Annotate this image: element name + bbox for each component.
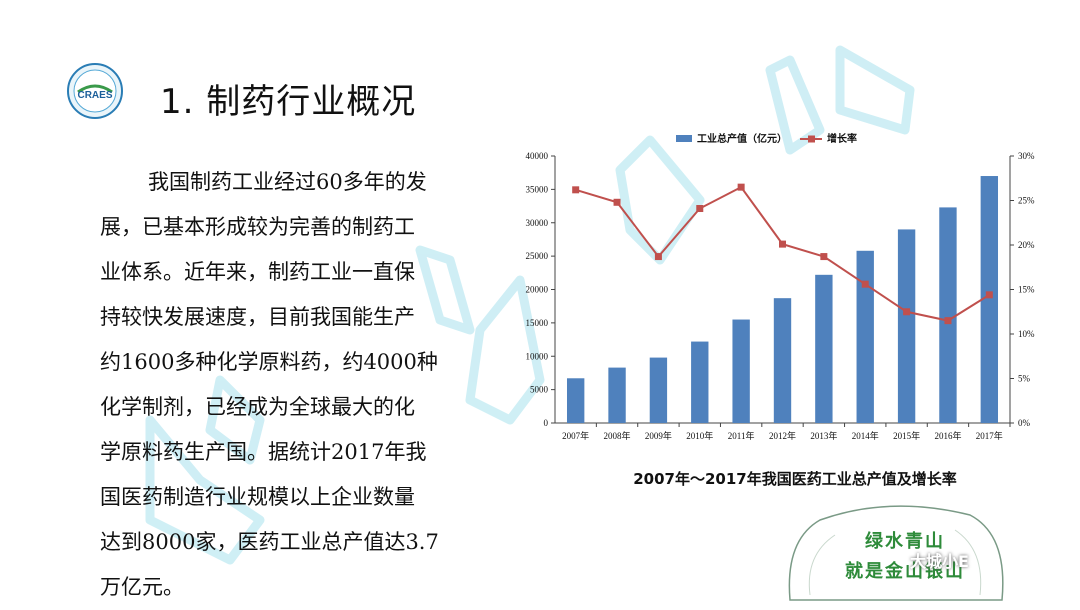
legend-line-label: 增长率 (827, 132, 857, 145)
growth-rate-point (613, 198, 621, 206)
bar (773, 298, 792, 423)
y-tick-label: 5000 (530, 385, 549, 395)
y2-tick-label: 5% (1018, 374, 1031, 384)
x-tick-label: 2013年 (810, 430, 837, 441)
bar (856, 250, 874, 423)
slide-title: 1. 制药行业概况 (160, 82, 417, 122)
legend-bar-label: 工业总产值（亿元） (697, 132, 787, 145)
paragraph-line: 持较快发展速度，目前我国能生产 (100, 305, 415, 329)
paragraph-line: 国医药制造行业规模以上企业数量 (100, 485, 415, 509)
y2-tick-label: 30% (1018, 151, 1035, 161)
y2-tick-label: 15% (1018, 285, 1035, 295)
x-tick-label: 2007年 (562, 430, 589, 441)
chart-caption: 2007年～2017年我国医药工业总产值及增长率 (633, 470, 957, 488)
bar (566, 378, 585, 423)
chart-svg: 0 5000 10000 15000 20000 25000 30000 35000 40000… (526, 132, 1036, 441)
growth-rate-point (861, 280, 869, 288)
bar (939, 207, 957, 423)
stone-line2: 就是金山银山 (845, 561, 965, 582)
y2-tick-label: 10% (1018, 329, 1035, 339)
bar (649, 357, 668, 423)
y-tick-label: 25000 (526, 251, 549, 261)
brand-watermark: 大城小E (910, 552, 969, 571)
y-tick-label: 10000 (526, 351, 549, 361)
logo-text: CRAES (77, 90, 112, 101)
y-tick-label: 30000 (526, 218, 549, 228)
y2-tick-label: 25% (1018, 196, 1035, 206)
growth-rate-point (572, 186, 580, 194)
growth-rate-point (944, 317, 952, 325)
x-tick-label: 2016年 (934, 430, 961, 441)
bar (980, 176, 999, 423)
paragraph-line: 万亿元。 (100, 575, 184, 599)
growth-rate-point (737, 183, 745, 191)
y2-tick-label: 20% (1018, 240, 1035, 250)
craes-logo-icon: CRAES (67, 63, 123, 119)
paragraph-line: 达到8000家，医药工业总产值达3.7 (100, 530, 439, 554)
x-tick-label: 2015年 (893, 430, 920, 441)
x-tick-label: 2010年 (686, 430, 713, 441)
y-tick-label: 15000 (526, 318, 549, 328)
paragraph-line: 我国制药工业经过60多年的发 (148, 170, 427, 194)
paragraph-line: 学原料药生产国。据统计2017年我 (100, 440, 427, 464)
x-tick-label: 2008年 (604, 430, 631, 441)
growth-rate-point (779, 240, 786, 248)
growth-rate-point (820, 253, 828, 261)
paragraph-line: 展，已基本形成较为完善的制药工 (100, 215, 415, 239)
growth-rate-point (696, 205, 704, 213)
paragraph-line: 化学制剂，已经成为全球最大的化 (100, 395, 415, 419)
legend-bar-swatch (676, 135, 692, 142)
bar (897, 229, 916, 423)
body-paragraph: 我国制药工业经过60多年的发 展，已基本形成较为完善的制药工 业体系。近年来，制… (100, 160, 480, 610)
bar (608, 367, 626, 423)
x-tick-label: 2011年 (728, 430, 755, 441)
output-growth-chart: 0 5000 10000 15000 20000 25000 30000 35000 40000… (500, 128, 1060, 458)
y-tick-label: 0 (544, 418, 549, 428)
stone-line1: 绿水青山 (865, 531, 945, 552)
craes-logo: CRAES (66, 62, 124, 120)
bar (815, 274, 833, 423)
growth-rate-point (903, 308, 911, 316)
x-tick-label: 2017年 (976, 430, 1003, 441)
bar (732, 319, 750, 423)
legend-line-marker (808, 135, 815, 143)
x-tick-label: 2009年 (645, 430, 672, 441)
growth-rate-point (654, 253, 662, 261)
y-tick-label: 20000 (526, 285, 549, 295)
paragraph-line: 约1600多种化学原料药，约4000种 (100, 350, 438, 374)
paragraph-line: 业体系。近年来，制药工业一直保 (100, 260, 415, 284)
y-tick-label: 40000 (526, 151, 549, 161)
y2-tick-label: 0% (1018, 418, 1031, 428)
x-tick-label: 2012年 (769, 430, 796, 441)
growth-rate-point (985, 291, 993, 299)
y-tick-label: 35000 (526, 184, 549, 194)
stone-monument-icon (788, 505, 1004, 601)
bar (691, 341, 709, 423)
x-tick-label: 2014年 (852, 430, 879, 441)
